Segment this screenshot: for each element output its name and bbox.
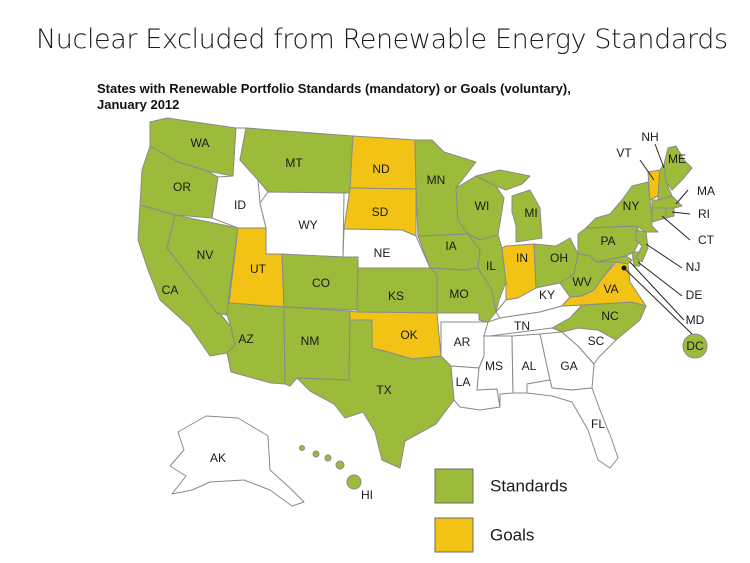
state-AK	[169, 415, 305, 507]
legend-standards-label: Standards	[490, 476, 568, 495]
label-AR: AR	[454, 335, 471, 349]
state-RI	[665, 207, 675, 219]
label-TX: TX	[376, 383, 391, 397]
label-CT: CT	[698, 233, 715, 247]
state-CT	[651, 207, 667, 223]
state-FL	[526, 379, 619, 469]
label-SD: SD	[372, 205, 389, 219]
hi-island-molokai	[324, 454, 332, 462]
legend-goals-label: Goals	[490, 525, 534, 544]
label-MS: MS	[485, 359, 503, 373]
state-NJ	[635, 229, 649, 263]
label-IL: IL	[486, 259, 496, 273]
label-DC: DC	[686, 339, 704, 353]
label-WI: WI	[475, 199, 490, 213]
label-FL: FL	[591, 417, 605, 431]
label-WV: WV	[572, 275, 591, 289]
legend-goals-swatch	[434, 517, 474, 553]
label-HI: HI	[361, 488, 373, 502]
label-MO: MO	[449, 287, 468, 301]
state-labels: WA OR CA NV ID MT WY UT CO AZ NM ND SD N…	[162, 130, 715, 502]
hi-island-kauai	[299, 445, 305, 451]
label-MA: MA	[697, 184, 715, 198]
state-MI	[511, 189, 543, 243]
label-NJ: NJ	[686, 260, 701, 274]
state-NC	[551, 301, 647, 341]
label-MI: MI	[524, 206, 537, 220]
label-VA: VA	[603, 282, 618, 296]
label-DE: DE	[686, 288, 703, 302]
state-AZ	[226, 294, 286, 385]
label-NV: NV	[197, 248, 214, 262]
label-SC: SC	[588, 334, 605, 348]
label-RI: RI	[698, 207, 710, 221]
state-HI	[346, 474, 362, 490]
label-WA: WA	[191, 136, 210, 150]
label-ID: ID	[234, 198, 246, 212]
label-WY: WY	[298, 218, 317, 232]
label-KY: KY	[539, 288, 555, 302]
state-IL	[467, 233, 507, 313]
label-KS: KS	[388, 289, 404, 303]
label-MT: MT	[285, 156, 303, 170]
label-NM: NM	[301, 334, 320, 348]
label-UT: UT	[250, 262, 267, 276]
label-AK: AK	[210, 451, 226, 465]
label-OH: OH	[550, 251, 568, 265]
state-DC	[682, 333, 708, 359]
label-IA: IA	[445, 239, 456, 253]
label-MN: MN	[427, 173, 446, 187]
label-AL: AL	[522, 359, 537, 373]
label-NY: NY	[623, 199, 640, 213]
map-title-line2: January 2012	[97, 97, 180, 112]
label-ME: ME	[668, 152, 686, 166]
label-PA: PA	[600, 234, 615, 248]
label-ND: ND	[372, 162, 390, 176]
label-GA: GA	[560, 359, 577, 373]
legend-standards-swatch	[434, 468, 474, 504]
label-MD: MD	[686, 313, 705, 327]
callout-lines	[623, 143, 693, 335]
label-LA: LA	[456, 375, 471, 389]
map-title-line1: States with Renewable Portfolio Standard…	[97, 81, 571, 96]
label-OR: OR	[173, 180, 191, 194]
hi-island-oahu	[312, 450, 320, 458]
state-HI-group	[299, 445, 362, 490]
state-ME	[663, 145, 693, 191]
label-TN: TN	[514, 319, 530, 333]
label-OK: OK	[400, 328, 417, 342]
label-NH: NH	[641, 130, 658, 144]
map-title: States with Renewable Portfolio Standard…	[97, 81, 571, 113]
label-CA: CA	[162, 283, 179, 297]
label-AZ: AZ	[238, 332, 253, 346]
label-NC: NC	[601, 309, 619, 323]
hi-island-maui	[335, 460, 345, 470]
label-NE: NE	[374, 246, 391, 260]
state-TX	[296, 319, 455, 469]
slide-title: Nuclear Excluded from Renewable Energy S…	[36, 24, 728, 55]
label-VT: VT	[616, 146, 632, 160]
legend: Standards Goals	[434, 468, 568, 553]
label-CO: CO	[312, 276, 330, 290]
label-IN: IN	[516, 251, 528, 265]
state-MI-up	[475, 169, 531, 191]
